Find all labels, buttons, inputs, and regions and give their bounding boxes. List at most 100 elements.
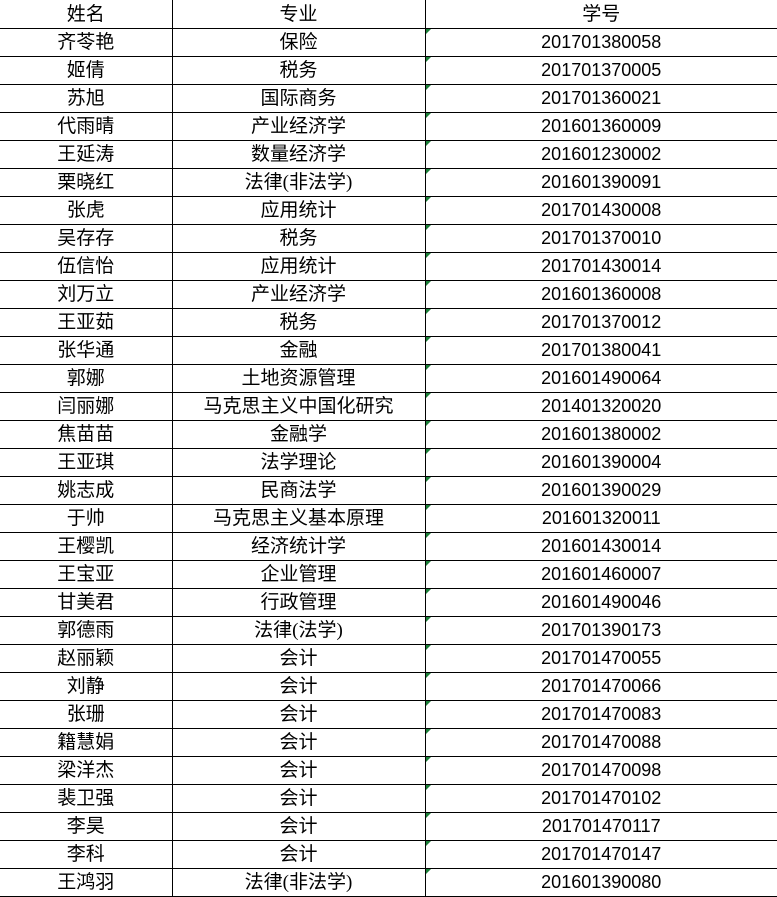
table-row: 苏旭 国际商务 201701360021 bbox=[0, 84, 777, 113]
major-cell: 法律(非法学) bbox=[171, 168, 426, 197]
header-cell: 学号 bbox=[424, 0, 777, 29]
table-row: 姚志成 民商法学 201601390029 bbox=[0, 476, 777, 505]
name-cell: 刘静 bbox=[0, 672, 173, 701]
id-cell: 201601390004 bbox=[424, 448, 777, 477]
major-cell: 产业经济学 bbox=[171, 280, 426, 309]
name-cell: 王亚琪 bbox=[0, 448, 173, 477]
table-row: 刘万立 产业经济学 201601360008 bbox=[0, 280, 777, 309]
major-cell: 税务 bbox=[171, 224, 426, 253]
id-cell: 201401320020 bbox=[424, 392, 777, 421]
major-cell: 金融学 bbox=[171, 420, 426, 449]
id-cell: 201601390091 bbox=[424, 168, 777, 197]
id-cell: 201601360009 bbox=[424, 112, 777, 141]
major-cell: 会计 bbox=[171, 728, 426, 757]
major-cell: 企业管理 bbox=[171, 560, 426, 589]
header-cell: 专业 bbox=[171, 0, 426, 29]
id-cell: 201701390173 bbox=[424, 616, 777, 645]
id-cell: 201701470117 bbox=[424, 812, 777, 841]
id-cell: 201701370005 bbox=[424, 56, 777, 85]
table-row: 王亚茹 税务 201701370012 bbox=[0, 308, 777, 337]
table-row: 代雨晴 产业经济学 201601360009 bbox=[0, 112, 777, 141]
table-row: 王亚琪 法学理论 201601390004 bbox=[0, 448, 777, 477]
table-row: 甘美君 行政管理 201601490046 bbox=[0, 588, 777, 617]
major-cell: 经济统计学 bbox=[171, 532, 426, 561]
name-cell: 郭娜 bbox=[0, 364, 173, 393]
table-row: 伍信怡 应用统计 201701430014 bbox=[0, 252, 777, 281]
major-cell: 会计 bbox=[171, 840, 426, 869]
table-row: 王宝亚 企业管理 201601460007 bbox=[0, 560, 777, 589]
header-row: 姓名 专业 学号 bbox=[0, 0, 777, 29]
table-row: 李昊 会计 201701470117 bbox=[0, 812, 777, 841]
major-cell: 产业经济学 bbox=[171, 112, 426, 141]
name-cell: 王鸿羽 bbox=[0, 868, 173, 897]
table-row: 李科 会计 201701470147 bbox=[0, 840, 777, 869]
name-cell: 姚志成 bbox=[0, 476, 173, 505]
id-cell: 201601490046 bbox=[424, 588, 777, 617]
major-cell: 保险 bbox=[171, 28, 426, 57]
major-cell: 数量经济学 bbox=[171, 140, 426, 169]
major-cell: 法学理论 bbox=[171, 448, 426, 477]
major-cell: 应用统计 bbox=[171, 252, 426, 281]
id-cell: 201701360021 bbox=[424, 84, 777, 113]
id-cell: 201701470098 bbox=[424, 756, 777, 785]
name-cell: 裴卫强 bbox=[0, 784, 173, 813]
id-cell: 201701380058 bbox=[424, 28, 777, 57]
name-cell: 伍信怡 bbox=[0, 252, 173, 281]
name-cell: 王樱凯 bbox=[0, 532, 173, 561]
table-row: 梁洋杰 会计 201701470098 bbox=[0, 756, 777, 785]
id-cell: 201701430014 bbox=[424, 252, 777, 281]
id-cell: 201701470083 bbox=[424, 700, 777, 729]
major-cell: 行政管理 bbox=[171, 588, 426, 617]
id-cell: 201701370010 bbox=[424, 224, 777, 253]
name-cell: 张珊 bbox=[0, 700, 173, 729]
name-cell: 刘万立 bbox=[0, 280, 173, 309]
name-cell: 栗晓红 bbox=[0, 168, 173, 197]
id-cell: 201601490064 bbox=[424, 364, 777, 393]
table-row: 王樱凯 经济统计学 201601430014 bbox=[0, 532, 777, 561]
major-cell: 土地资源管理 bbox=[171, 364, 426, 393]
name-cell: 籍慧娟 bbox=[0, 728, 173, 757]
major-cell: 会计 bbox=[171, 672, 426, 701]
id-cell: 201701430008 bbox=[424, 196, 777, 225]
name-cell: 于帅 bbox=[0, 504, 173, 533]
major-cell: 税务 bbox=[171, 308, 426, 337]
name-cell: 张华通 bbox=[0, 336, 173, 365]
table-row: 张珊 会计 201701470083 bbox=[0, 700, 777, 729]
major-cell: 应用统计 bbox=[171, 196, 426, 225]
major-cell: 会计 bbox=[171, 756, 426, 785]
id-cell: 201701470066 bbox=[424, 672, 777, 701]
major-cell: 马克思主义中国化研究 bbox=[171, 392, 426, 421]
name-cell: 代雨晴 bbox=[0, 112, 173, 141]
table-row: 于帅 马克思主义基本原理 201601320011 bbox=[0, 504, 777, 533]
table-row: 吴存存 税务 201701370010 bbox=[0, 224, 777, 253]
id-cell: 201601320011 bbox=[424, 504, 777, 533]
id-cell: 201601390080 bbox=[424, 868, 777, 897]
table-row: 籍慧娟 会计 201701470088 bbox=[0, 728, 777, 757]
name-cell: 齐苓艳 bbox=[0, 28, 173, 57]
name-cell: 赵丽颖 bbox=[0, 644, 173, 673]
table-row: 裴卫强 会计 201701470102 bbox=[0, 784, 777, 813]
table-row: 赵丽颖 会计 201701470055 bbox=[0, 644, 777, 673]
name-cell: 闫丽娜 bbox=[0, 392, 173, 421]
table-row: 齐苓艳 保险 201701380058 bbox=[0, 28, 777, 57]
id-cell: 201601390029 bbox=[424, 476, 777, 505]
major-cell: 法律(非法学) bbox=[171, 868, 426, 897]
id-cell: 201601230002 bbox=[424, 140, 777, 169]
table-row: 栗晓红 法律(非法学) 201601390091 bbox=[0, 168, 777, 197]
id-cell: 201601380002 bbox=[424, 420, 777, 449]
table-body: 齐苓艳 保险 201701380058 姬倩 税务 201701370005 苏旭 国际商务 2… bbox=[0, 28, 777, 897]
id-cell: 201701470055 bbox=[424, 644, 777, 673]
major-cell: 金融 bbox=[171, 336, 426, 365]
table-header: 姓名 专业 学号 bbox=[0, 0, 777, 29]
name-cell: 焦苗苗 bbox=[0, 420, 173, 449]
name-cell: 李科 bbox=[0, 840, 173, 869]
id-cell: 201701380041 bbox=[424, 336, 777, 365]
major-cell: 税务 bbox=[171, 56, 426, 85]
name-cell: 苏旭 bbox=[0, 84, 173, 113]
table-row: 郭德雨 法律(法学) 201701390173 bbox=[0, 616, 777, 645]
name-cell: 姬倩 bbox=[0, 56, 173, 85]
id-cell: 201601460007 bbox=[424, 560, 777, 589]
table-row: 张虎 应用统计 201701430008 bbox=[0, 196, 777, 225]
